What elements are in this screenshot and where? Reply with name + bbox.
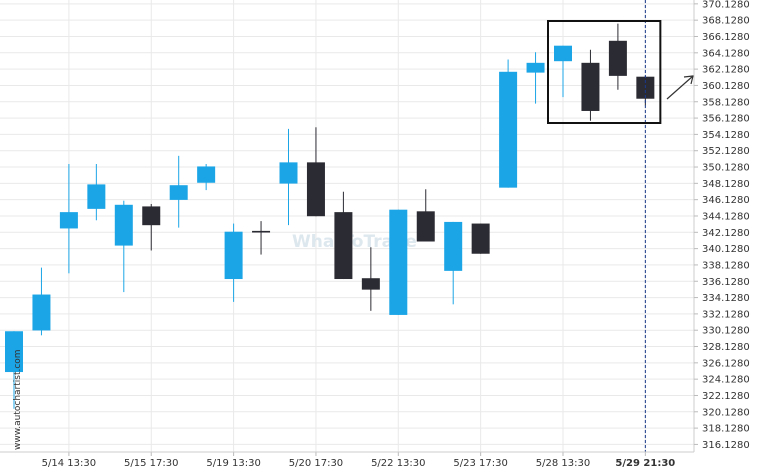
y-tick-label: 334.1280 [702,293,750,304]
y-tick-label: 344.1280 [702,211,750,222]
y-tick-label: 324.1280 [702,375,750,386]
candle-body [142,206,161,226]
candle-bullish [87,163,106,221]
candle-body [499,71,518,188]
candle-bearish [142,203,161,251]
y-tick-label: 368.1280 [702,16,750,27]
y-tick-label: 354.1280 [702,130,750,141]
x-tick-label: 5/14 13:30 [42,458,96,469]
y-tick-label: 370.1280 [702,0,750,10]
candle-body [416,211,435,242]
y-tick-label: 338.1280 [702,260,750,271]
candle-bearish [361,247,380,311]
y-tick-label: 366.1280 [702,32,750,43]
forecast-arrow-icon [666,75,694,100]
x-tick-label: 5/22 13:30 [371,458,425,469]
candle-body [59,212,78,229]
y-tick-label: 330.1280 [702,326,750,337]
y-tick-label: 322.1280 [702,391,750,402]
candle-body [306,162,325,217]
candle-body [197,166,216,183]
candle-body [114,204,133,246]
candle-bearish [471,223,490,254]
candle-bearish [306,127,325,217]
x-tick-label: 5/28 13:30 [536,458,590,469]
candle-body [32,294,51,331]
y-tick-label: 348.1280 [702,179,750,190]
y-tick-label: 350.1280 [702,163,750,174]
y-tick-label: 340.1280 [702,244,750,255]
candle-body [554,45,572,62]
y-tick-label: 356.1280 [702,114,750,125]
candle-bullish [169,155,188,228]
x-tick-label: 5/15 17:30 [124,458,178,469]
candle-bullish [499,59,518,188]
candle-bearish [581,49,600,121]
candle-body [252,230,271,233]
candle-body [334,212,353,280]
y-tick-label: 326.1280 [702,358,750,369]
candle-bullish [32,267,51,336]
candle-bullish [554,45,572,98]
y-tick-label: 360.1280 [702,81,750,92]
candle-body [444,221,463,271]
candle-body [361,278,380,290]
candle-bullish [444,221,463,305]
candle-bullish [526,52,545,104]
candle-bullish [114,200,133,293]
candle-body [608,40,627,76]
y-axis: 316.1280 318.1280 320.1280 322.1280 324.1280… [694,0,750,451]
candle-body [581,62,600,111]
x-tick-label: 5/29 21:30 [615,458,675,469]
candle-bullish [5,331,23,409]
y-tick-label: 358.1280 [702,97,750,108]
y-tick-label: 342.1280 [702,228,750,239]
candle-body [5,331,23,373]
y-tick-label: 362.1280 [702,65,750,76]
x-axis: 5/14 13:30 5/15 17:30 5/19 13:30 5/20 17:30… [0,451,694,469]
y-tick-label: 346.1280 [702,195,750,206]
candle-body [526,62,545,73]
candle-bearish [416,189,435,242]
candle-body [87,184,106,209]
watermark: WhatToTrade [292,232,417,252]
candle-bullish [279,128,298,226]
candle-bullish [224,223,243,302]
y-tick-label: 336.1280 [702,277,750,288]
candles [5,23,655,409]
candle-bearish [334,191,353,280]
candle-body [279,162,298,184]
candle-body [389,209,408,315]
candle-body [471,223,490,254]
y-tick-label: 352.1280 [702,146,750,157]
candle-bearish [252,221,271,255]
candle-body [169,185,188,200]
y-tick-label: 318.1280 [702,424,750,435]
y-tick-label: 332.1280 [702,309,750,320]
pattern-box [547,20,662,124]
y-tick-label: 364.1280 [702,48,750,59]
candle-bearish [608,23,627,90]
candle-body [224,231,243,280]
candle-bullish [389,209,408,315]
x-tick-label: 5/20 17:30 [289,458,343,469]
x-tick-label: 5/23 17:30 [453,458,507,469]
y-tick-label: 320.1280 [702,407,750,418]
candle-bullish [197,163,216,191]
candle-bullish [59,163,78,274]
y-tick-label: 316.1280 [702,440,750,451]
site-label: www.autochartist.com [13,349,23,450]
y-tick-label: 328.1280 [702,342,750,353]
x-tick-label: 5/19 13:30 [206,458,260,469]
